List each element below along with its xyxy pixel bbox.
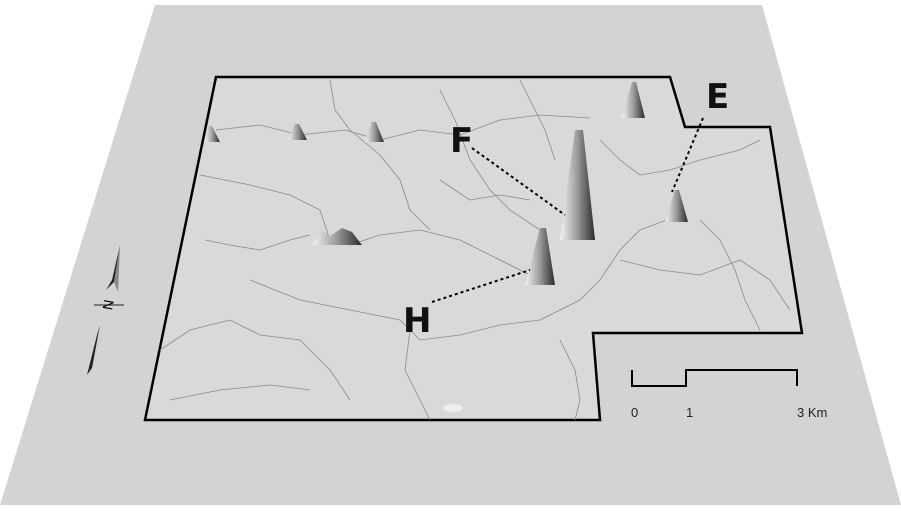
map: E F H N 0 1 3 Km <box>0 0 901 511</box>
scale-tick-label: 1 <box>686 405 693 420</box>
scale-tick-label: 3 Km <box>797 405 827 420</box>
page: E F H N 0 1 3 Km (() => { const data = J… <box>0 0 901 511</box>
label-f: F <box>450 121 473 161</box>
label-e: E <box>706 77 729 117</box>
scale-tick-label: 0 <box>631 405 638 420</box>
label-h: H <box>403 301 431 341</box>
